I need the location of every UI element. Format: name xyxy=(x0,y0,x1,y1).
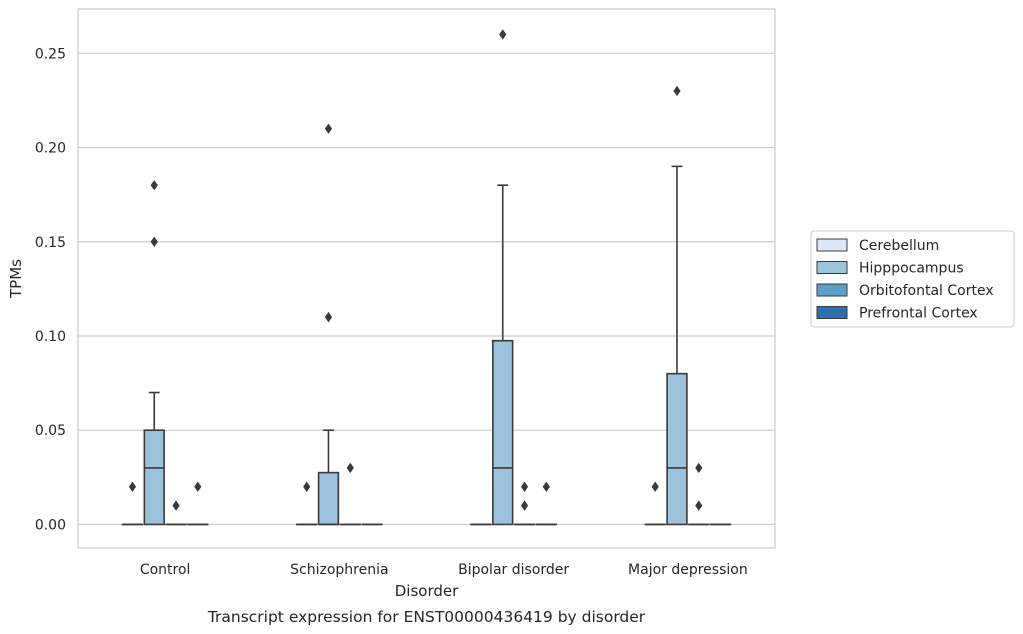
outlier-point xyxy=(499,29,507,40)
legend-item: Hipppocampus xyxy=(816,261,964,277)
legend: Cerebellum Hipppocampus Orbitofontal Corte… xyxy=(810,230,1015,328)
y-tick-label: 0.00 xyxy=(35,517,66,533)
box xyxy=(121,481,144,526)
x-tick-label: Schizophrenia xyxy=(290,562,388,578)
y-tick-label: 0.15 xyxy=(35,235,66,251)
legend-item: Cerebellum xyxy=(816,238,939,254)
outlier-point xyxy=(695,462,703,474)
box xyxy=(688,462,710,526)
y-tick-label: 0.20 xyxy=(35,141,66,157)
series-orbitofontal-cortex xyxy=(165,462,710,526)
outlier-point xyxy=(673,85,681,97)
x-tick-label: Control xyxy=(140,562,191,578)
box xyxy=(317,123,340,526)
legend-swatch xyxy=(816,238,848,252)
box xyxy=(535,481,557,526)
legend-swatch xyxy=(816,283,848,297)
outlier-point xyxy=(542,481,550,492)
outlier-point xyxy=(194,481,202,492)
legend-frame xyxy=(810,230,1015,328)
y-axis-ticks: 0.00 0.05 0.10 0.15 0.20 0.25 xyxy=(35,46,66,533)
legend-label: Prefrontal Cortex xyxy=(859,306,978,322)
series-prefrontal-cortex xyxy=(187,481,732,526)
legend-label: Cerebellum xyxy=(859,238,939,254)
box xyxy=(644,481,666,526)
box-body xyxy=(143,429,165,526)
outlier-point xyxy=(150,180,158,191)
box xyxy=(339,462,361,526)
box-body xyxy=(492,339,514,526)
y-tick-label: 0.25 xyxy=(35,46,66,62)
legend-label: Orbitofontal Cortex xyxy=(859,283,994,299)
outlier-point xyxy=(324,311,333,323)
chart-caption: Transcript expression for ENST0000043641… xyxy=(207,608,646,626)
legend-item: Orbitofontal Cortex xyxy=(816,283,994,299)
box-body xyxy=(317,471,340,526)
x-tick-label: Major depression xyxy=(628,562,748,578)
outlier-point xyxy=(695,500,703,511)
y-axis-label: TPMs xyxy=(7,259,25,299)
outlier-point xyxy=(346,462,354,474)
legend-swatch xyxy=(816,306,848,319)
legend-label: Hipppocampus xyxy=(859,261,964,277)
plot-frame xyxy=(77,8,776,549)
box xyxy=(666,85,688,526)
box-body xyxy=(666,372,688,526)
legend-swatch xyxy=(816,261,848,274)
outlier-point xyxy=(303,481,311,492)
outlier-point xyxy=(651,481,659,492)
outlier-point xyxy=(150,236,158,247)
x-tick-label: Bipolar disorder xyxy=(458,562,569,578)
outlier-point xyxy=(324,123,333,134)
x-axis-label: Disorder xyxy=(395,582,459,600)
outlier-point xyxy=(128,481,137,492)
y-tick-label: 0.10 xyxy=(35,329,66,345)
box xyxy=(513,481,536,526)
legend-item: Prefrontal Cortex xyxy=(816,306,978,322)
boxplot-series xyxy=(121,29,732,526)
box xyxy=(143,180,165,526)
box xyxy=(187,481,209,526)
box xyxy=(165,500,187,526)
box xyxy=(296,481,318,526)
outlier-point xyxy=(172,500,180,511)
y-tick-label: 0.05 xyxy=(35,423,66,439)
series-cerebellum xyxy=(121,481,666,526)
box xyxy=(492,29,514,526)
series-hipppocampus xyxy=(143,29,688,526)
outlier-point xyxy=(520,481,529,492)
outlier-point xyxy=(520,500,529,511)
x-axis-ticks: Control Schizophrenia Bipolar disorder Majo… xyxy=(140,562,748,578)
